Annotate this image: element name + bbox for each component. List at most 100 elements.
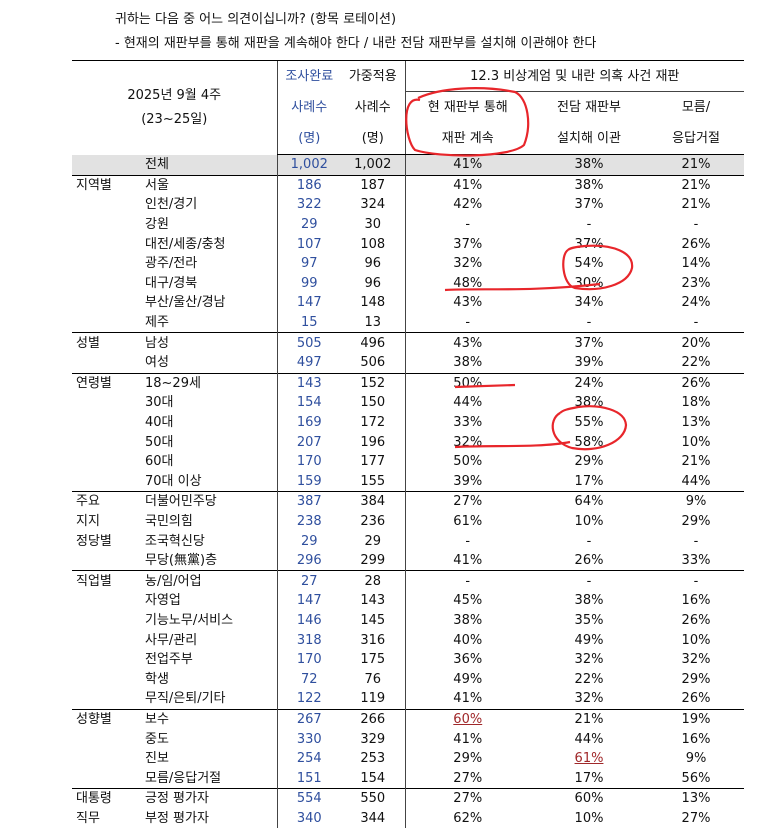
completed-sample-count: 340 [277,809,341,828]
completed-sample-count: 170 [277,452,341,472]
weighted-sample-count: 550 [341,789,405,809]
weighted-sample-count: 148 [341,293,405,313]
completed-sample-count: 159 [277,472,341,492]
dont-know-pct: 9% [648,492,744,512]
group-label [72,650,142,670]
continue-current-court-pct: 27% [405,789,530,809]
weighted-sample-count: 150 [341,393,405,413]
weighted-sample-count: 236 [341,512,405,532]
subgroup-label: 대구/경북 [142,274,277,294]
continue-current-court-pct: - [405,531,530,551]
completed-sample-header-unit: (명) [277,123,341,155]
special-court-transfer-pct: - [530,531,648,551]
group-label [72,413,142,433]
continue-current-court-pct: 27% [405,492,530,512]
weighted-sample-count: 266 [341,709,405,729]
subgroup-label: 남성 [142,333,277,353]
group-label: 지지 [72,512,142,532]
group-label [72,669,142,689]
subgroup-label: 대전/세종/충청 [142,234,277,254]
special-court-transfer-pct: 61% [530,749,648,769]
subgroup-label: 60대 [142,452,277,472]
weighted-sample-count: 299 [341,551,405,571]
question-line: 귀하는 다음 중 어느 의견이십니까? (항목 로테이션) [115,8,396,27]
completed-sample-count: 330 [277,729,341,749]
weighted-sample-count: 96 [341,274,405,294]
group-label [72,215,142,235]
continue-current-court-pct: - [405,571,530,591]
dont-know-pct: 10% [648,630,744,650]
completed-sample-count: 387 [277,492,341,512]
subgroup-label: 긍정 평가자 [142,789,277,809]
continue-current-court-pct: 48% [405,274,530,294]
continue-current-court-pct: 43% [405,293,530,313]
completed-sample-count: 322 [277,195,341,215]
dont-know-pct: 56% [648,768,744,788]
weighted-sample-count: 329 [341,729,405,749]
completed-sample-count: 146 [277,611,341,631]
continue-current-court-pct: 41% [405,155,530,176]
weighted-sample-count: 76 [341,669,405,689]
group-label [72,393,142,413]
group-label [72,234,142,254]
completed-sample-count: 296 [277,551,341,571]
dont-know-pct: 10% [648,432,744,452]
dont-know-pct: 21% [648,452,744,472]
group-label [72,729,142,749]
group-label [72,630,142,650]
group-label [72,254,142,274]
question-text: 귀하는 다음 중 어느 의견이십니까? (항목 로테이션) - 현재의 재판부를… [0,0,777,58]
dont-know-pct: 29% [648,669,744,689]
continue-current-court-pct: 44% [405,393,530,413]
subgroup-label: 50대 [142,432,277,452]
survey-period-header: 2025년 9월 4주 (23~25일) [72,61,277,155]
dont-know-pct: 21% [648,155,744,176]
subgroup-label: 여성 [142,353,277,373]
dont-know-pct: - [648,571,744,591]
completed-sample-count: 99 [277,274,341,294]
dont-know-pct: 23% [648,274,744,294]
dont-know-pct: 16% [648,729,744,749]
weighted-sample-count: 154 [341,768,405,788]
continue-current-court-pct: 37% [405,234,530,254]
special-court-transfer-pct: - [530,571,648,591]
special-court-transfer-pct: 38% [530,591,648,611]
dont-know-pct: 13% [648,413,744,433]
group-label [72,452,142,472]
continue-current-court-pct: 36% [405,650,530,670]
weighted-sample-count: 96 [341,254,405,274]
dont-know-pct: - [648,531,744,551]
special-court-transfer-pct: 32% [530,689,648,709]
option-b-header-line2: 설치해 이관 [530,123,648,155]
weighted-sample-header-line1: 가중적용 [341,61,405,92]
special-court-transfer-pct: 38% [530,393,648,413]
completed-sample-count: 107 [277,234,341,254]
continue-current-court-pct: 39% [405,472,530,492]
continue-current-court-pct: 43% [405,333,530,353]
continue-current-court-pct: 50% [405,373,530,393]
continue-current-court-pct: 61% [405,512,530,532]
dont-know-pct: 16% [648,591,744,611]
subgroup-label: 무당(無黨)층 [142,551,277,571]
special-court-transfer-pct: 38% [530,155,648,176]
continue-current-court-pct: 62% [405,809,530,828]
question-options-line: - 현재의 재판부를 통해 재판을 계속해야 한다 / 내란 전담 재판부를 설… [115,32,596,51]
group-label [72,313,142,333]
continue-current-court-pct: 40% [405,630,530,650]
subgroup-label: 조국혁신당 [142,531,277,551]
